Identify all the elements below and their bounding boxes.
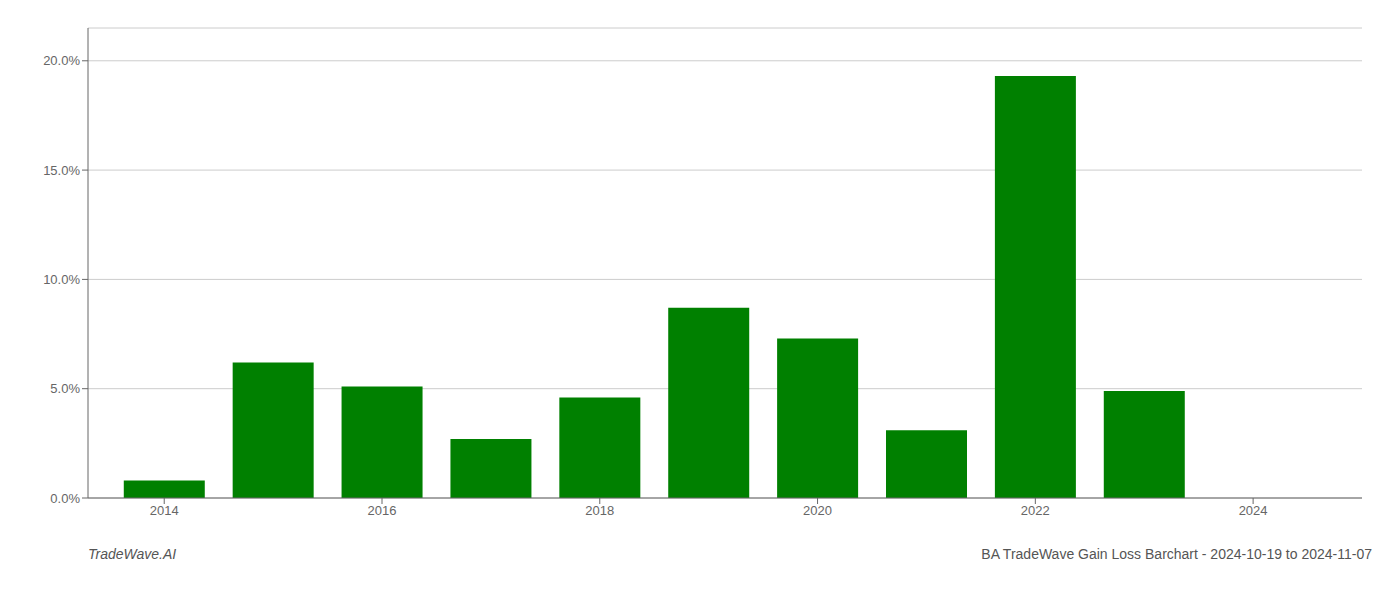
svg-text:2014: 2014	[150, 503, 179, 518]
svg-text:5.0%: 5.0%	[50, 381, 80, 396]
svg-text:20.0%: 20.0%	[43, 53, 80, 68]
svg-text:2020: 2020	[803, 503, 832, 518]
html-text:BA TradeWave Gain Loss Barchar: BA TradeWave Gain Loss Barchart - 2024-1…	[981, 546, 1372, 562]
svg-text:2018: 2018	[585, 503, 614, 518]
svg-text:2016: 2016	[368, 503, 397, 518]
svg-text:0.0%: 0.0%	[50, 491, 80, 506]
svg-text:10.0%: 10.0%	[43, 272, 80, 287]
svg-text:15.0%: 15.0%	[43, 163, 80, 178]
svg-text:2022: 2022	[1021, 503, 1050, 518]
html-text:TradeWave.AI: TradeWave.AI	[88, 546, 177, 562]
svg-text:2024: 2024	[1239, 503, 1268, 518]
